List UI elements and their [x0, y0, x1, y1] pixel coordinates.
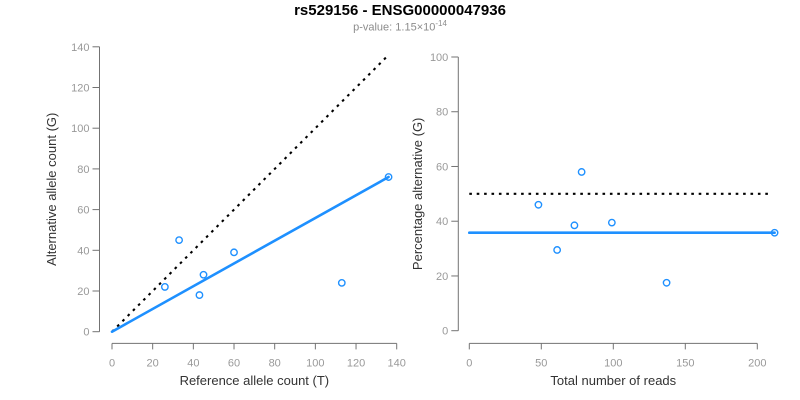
pvalue-subtitle: p-value: 1.15×10-14	[0, 19, 800, 34]
y-tick-label: 140	[71, 42, 89, 54]
x-axis-title: Reference allele count (T)	[180, 373, 330, 388]
data-point	[570, 221, 579, 230]
x-tick-label: 100	[604, 357, 622, 369]
x-tick-label: 50	[535, 357, 547, 369]
x-tick-label: 150	[676, 357, 694, 369]
y-axis-title: Percentage alternative (G)	[410, 118, 425, 270]
data-point	[577, 168, 586, 176]
y-tick-label: 80	[77, 164, 89, 176]
y-tick-label: 100	[430, 52, 448, 64]
x-tick-label: 0	[466, 357, 472, 369]
data-point	[175, 236, 184, 245]
y-tick-label: 60	[436, 161, 448, 173]
x-tick-label: 100	[306, 357, 324, 369]
y-tick-label: 20	[436, 271, 448, 283]
x-tick-label: 0	[109, 357, 115, 369]
identity-line	[111, 54, 390, 333]
y-tick-label: 40	[436, 216, 448, 228]
y-tick-label: 100	[71, 123, 89, 135]
x-tick-label: 80	[269, 357, 281, 369]
data-point	[195, 291, 204, 299]
y-tick-label: 20	[77, 286, 89, 298]
pvalue-label: p-value:	[353, 21, 396, 34]
data-point	[662, 278, 671, 287]
y-tick-label: 60	[77, 205, 89, 217]
pvalue-exponent: -14	[435, 19, 447, 28]
data-point	[770, 228, 779, 237]
allele-counts-scatter: 0 20 40 60 80 100 120 140 0 20 40 60 80 100 120 140 Refe…	[44, 42, 406, 388]
y-axis-title: Alternative allele count (G)	[44, 113, 59, 266]
y-tick-label: 0	[83, 327, 89, 339]
x-tick-label: 120	[347, 357, 365, 369]
x-tick-label: 40	[187, 357, 199, 369]
data-point	[384, 173, 393, 181]
regression-line	[110, 175, 390, 334]
data-point	[337, 278, 346, 287]
y-tick-label: 0	[442, 326, 448, 338]
data-point	[607, 218, 616, 227]
x-tick-label: 200	[748, 357, 766, 369]
x-axis-title: Total number of reads	[550, 373, 676, 388]
y-tick-label: 40	[77, 245, 89, 257]
figure-title: rs529156 - ENSG00000047936	[294, 2, 506, 19]
x-tick-label: 60	[228, 357, 240, 369]
pvalue-base: 1.15×10	[395, 21, 436, 34]
data-point	[553, 246, 562, 254]
data-point	[230, 248, 238, 257]
x-tick-label: 20	[147, 357, 159, 369]
data-point	[534, 200, 543, 209]
y-tick-label: 120	[71, 83, 89, 95]
percentage-scatter: 0 20 40 60 80 100 0 50 100 150 200 Total number of …	[410, 52, 779, 388]
x-tick-label: 140	[388, 357, 406, 369]
data-point	[160, 283, 169, 291]
data-point	[199, 270, 208, 279]
y-tick-label: 80	[436, 107, 448, 119]
